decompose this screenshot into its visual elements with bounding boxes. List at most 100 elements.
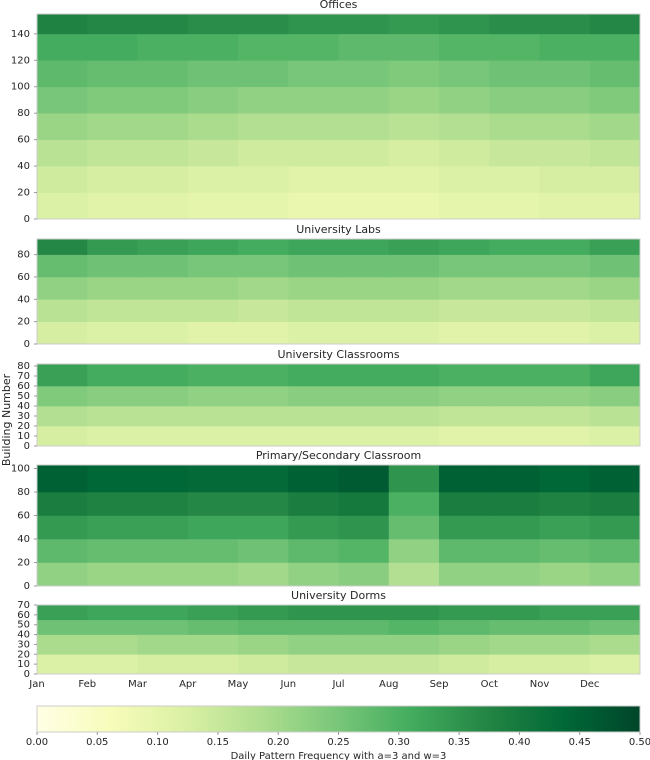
heat-cell — [187, 605, 239, 621]
heat-cell — [539, 113, 591, 140]
heat-cell — [589, 634, 641, 655]
heat-cell — [187, 33, 239, 61]
heat-cell — [388, 254, 440, 278]
colorbar-tick-label: 0.50 — [629, 737, 650, 748]
heat-cell — [539, 239, 591, 255]
heat-cell — [388, 113, 440, 140]
heat-cell — [238, 426, 289, 447]
y-axis-label: Building Number — [0, 373, 13, 466]
heat-cell — [388, 139, 440, 167]
panel-title: Primary/Secondary Classroom — [256, 449, 421, 462]
heat-cell — [238, 605, 289, 621]
y-tick-label: 100 — [11, 82, 30, 93]
heat-cell — [439, 166, 490, 193]
panel-frame — [36, 238, 641, 345]
heat-cell — [539, 634, 591, 655]
heat-cell — [137, 619, 189, 635]
heat-cell — [439, 239, 490, 255]
heat-cell — [187, 465, 239, 493]
heat-cell — [539, 276, 591, 300]
colorbar-tick-label: 0.35 — [448, 737, 470, 748]
heat-cell — [338, 515, 390, 540]
heat-cell — [87, 86, 138, 114]
heat-cell — [37, 492, 88, 516]
heat-cell — [489, 562, 540, 587]
heat-cell — [187, 619, 239, 635]
heat-cell — [187, 299, 239, 322]
heat-cell — [489, 276, 540, 300]
heat-cell — [439, 562, 490, 587]
heat-cell — [288, 276, 339, 300]
x-tick-label: Nov — [530, 679, 550, 690]
heat-cell — [338, 634, 390, 655]
heat-cell — [589, 605, 641, 621]
panel-frame — [36, 13, 641, 220]
heat-cell — [137, 166, 189, 193]
heat-cell — [388, 426, 440, 447]
heat-cell — [338, 406, 390, 427]
heat-cell — [489, 426, 540, 447]
heat-cell — [187, 654, 239, 675]
heat-cell — [137, 386, 189, 407]
heat-cell — [338, 654, 390, 675]
heat-cell — [37, 619, 88, 635]
heat-cell — [489, 406, 540, 427]
heat-cell — [238, 515, 289, 540]
heat-cell — [87, 321, 138, 345]
heat-cell — [489, 605, 540, 621]
heat-cell — [137, 605, 189, 621]
colorbar-tick-label: 0.40 — [508, 737, 530, 748]
heat-cell — [238, 60, 289, 88]
heat-cell — [589, 60, 641, 88]
heat-cell — [137, 254, 189, 278]
heat-cell — [439, 406, 490, 427]
y-tick-label: 60 — [17, 135, 30, 146]
y-tick-label: 80 — [17, 487, 30, 498]
heat-cell — [589, 139, 641, 167]
heat-cell — [288, 605, 339, 621]
y-tick-label: 10 — [17, 431, 30, 442]
heat-cell — [238, 14, 289, 35]
heat-cell — [238, 492, 289, 516]
heat-cell — [187, 492, 239, 516]
heat-cell — [137, 654, 189, 675]
heat-cell — [187, 166, 239, 193]
heat-cell — [489, 166, 540, 193]
heat-cell — [338, 14, 390, 35]
y-tick-label: 20 — [17, 188, 30, 199]
heat-cell — [87, 386, 138, 407]
heat-cell — [338, 619, 390, 635]
heat-cell — [288, 86, 339, 114]
heat-cell — [539, 14, 591, 35]
heat-cell — [489, 239, 540, 255]
heat-cell — [187, 321, 239, 345]
heat-cell — [439, 634, 490, 655]
heat-cell — [187, 139, 239, 167]
heat-cell — [288, 619, 339, 635]
x-tick-label: Jan — [28, 679, 44, 690]
x-tick-label: Sep — [430, 679, 449, 690]
heat-cell — [187, 562, 239, 587]
heat-cell — [338, 33, 390, 61]
heat-cell — [539, 562, 591, 587]
heat-cell — [288, 299, 339, 322]
y-tick-label: 80 — [17, 108, 30, 119]
heat-cell — [238, 321, 289, 345]
heat-cell — [187, 86, 239, 114]
heat-cell — [238, 654, 289, 675]
heat-cell — [539, 86, 591, 114]
heat-cell — [589, 426, 641, 447]
heat-cell — [238, 619, 289, 635]
heat-cell — [87, 492, 138, 516]
heat-cell — [87, 14, 138, 35]
heat-cell — [288, 14, 339, 35]
heat-cell — [238, 276, 289, 300]
heat-cell — [87, 515, 138, 540]
heat-cell — [187, 239, 239, 255]
heat-cell — [37, 239, 88, 255]
heat-cell — [288, 239, 339, 255]
heat-cell — [539, 605, 591, 621]
y-tick-label: 0 — [24, 669, 30, 680]
heat-cell — [539, 492, 591, 516]
heat-cell — [589, 654, 641, 675]
